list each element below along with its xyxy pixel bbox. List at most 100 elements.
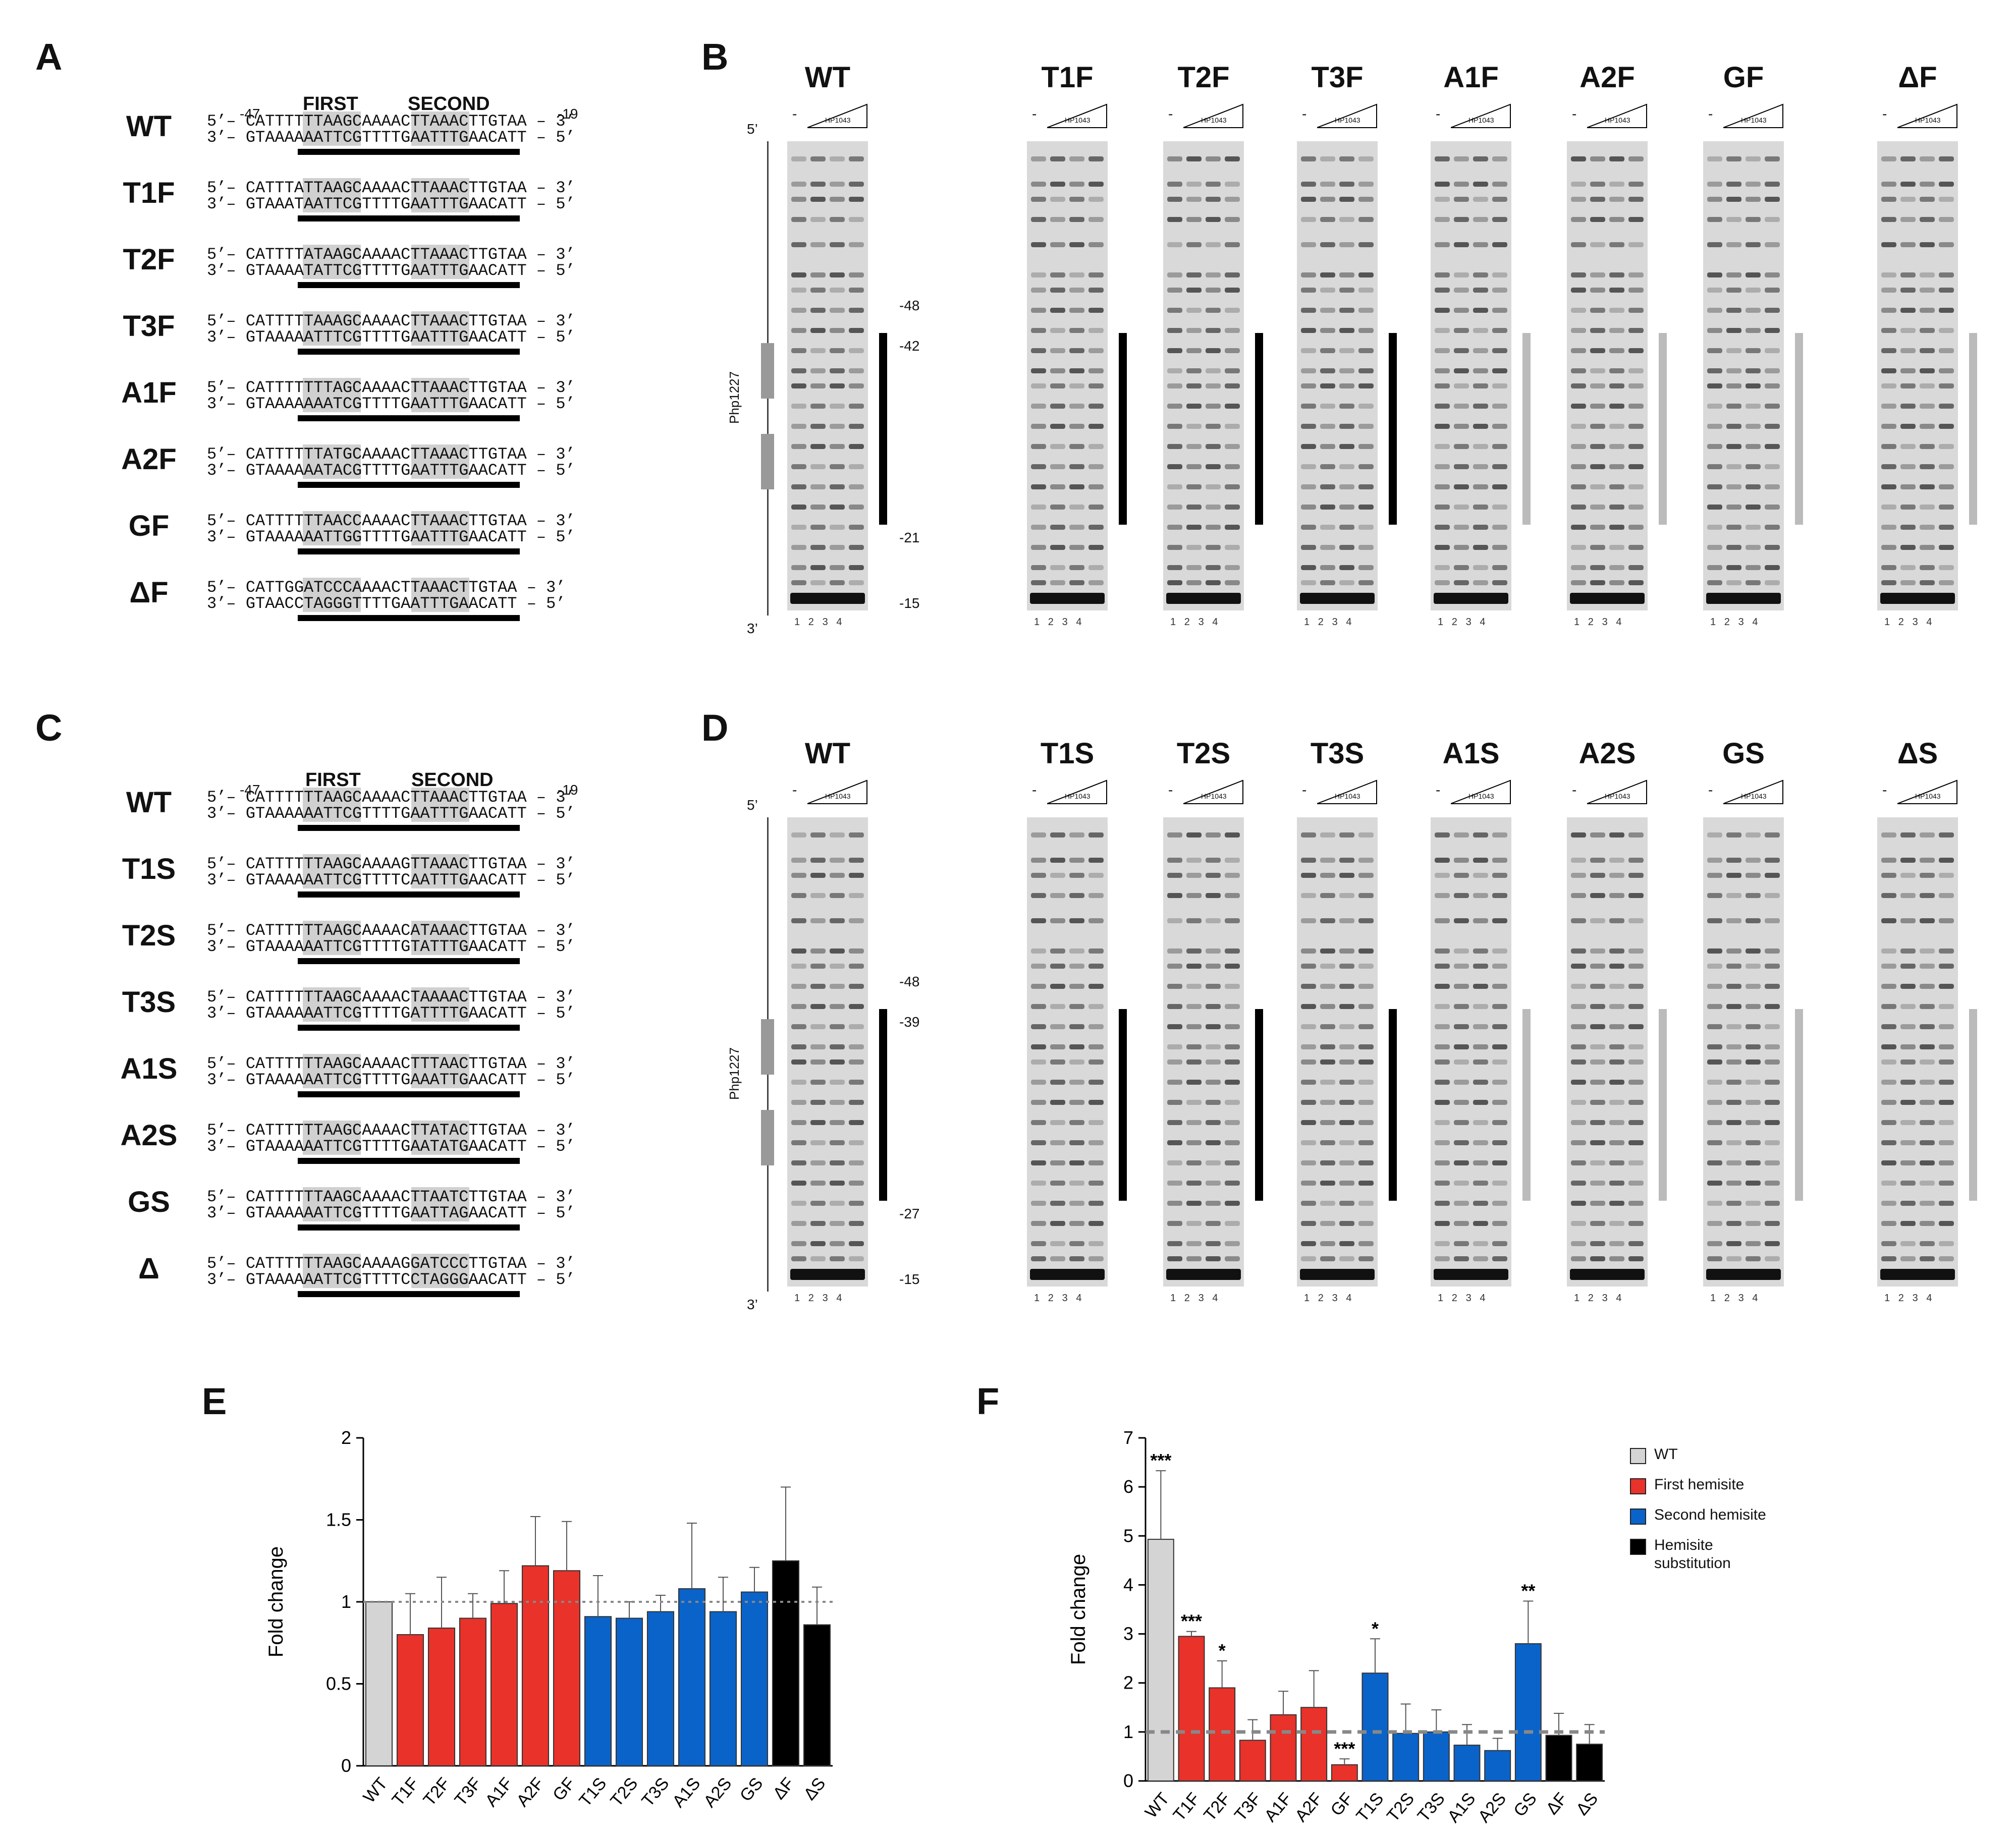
second-hemisite-shade — [411, 378, 469, 412]
gel-band — [1590, 1059, 1605, 1065]
second-hemisite-shade — [411, 111, 469, 146]
gel-band — [1167, 964, 1182, 969]
gel-band — [830, 1241, 845, 1246]
gel-band — [1435, 964, 1450, 969]
gel-band — [1881, 1181, 1896, 1186]
gel-band — [1707, 873, 1722, 878]
gel-band — [849, 197, 864, 202]
gel-band — [1590, 918, 1605, 923]
binding-bar — [298, 1158, 520, 1164]
gel-band — [1881, 242, 1896, 247]
sequence-label: GS — [128, 1186, 170, 1218]
gel-band — [1435, 948, 1450, 954]
gel-band — [1358, 858, 1374, 863]
legend-subst-1: Hemisite — [1654, 1537, 1713, 1553]
gel-band — [1881, 525, 1896, 530]
gel-band — [1206, 1256, 1221, 1261]
gel-band — [1900, 525, 1916, 530]
gel-band — [1707, 242, 1722, 247]
gel-band — [1726, 182, 1741, 187]
gel-band — [1186, 288, 1202, 293]
gel-band — [1358, 1100, 1374, 1105]
gel-band — [1939, 918, 1954, 923]
binding-bar — [298, 548, 520, 554]
gel-band — [1320, 368, 1335, 373]
gel-band — [1088, 1160, 1104, 1165]
gel-band — [1435, 525, 1450, 530]
gel-band — [1765, 404, 1780, 409]
gel-band — [1435, 182, 1450, 187]
gel-band — [849, 918, 864, 923]
gel-band — [1746, 444, 1761, 449]
gel-band — [1050, 242, 1065, 247]
free-probe-band — [1030, 1269, 1105, 1280]
gel-band — [1320, 1201, 1335, 1206]
free-probe-band — [1706, 1269, 1781, 1280]
gel-band — [1473, 1160, 1488, 1165]
gel-band — [1707, 404, 1722, 409]
gel-band — [1609, 217, 1624, 222]
sequence-bottom-strand: 3’– GTAAAAAATTCGTTTTCAATTTGAACATT – 5’ — [207, 871, 575, 889]
bar-GF — [553, 1570, 581, 1766]
gel-band — [1435, 444, 1450, 449]
gel-band — [1571, 404, 1586, 409]
gel-band — [1590, 580, 1605, 585]
gel-band — [810, 580, 826, 585]
gel-band — [1920, 1080, 1935, 1085]
gel-band — [791, 308, 806, 313]
free-probe-band — [1706, 593, 1781, 604]
gel-band — [830, 217, 845, 222]
gel-band — [1339, 984, 1354, 989]
gel-band — [1225, 424, 1240, 429]
gel-band — [1746, 197, 1761, 202]
y-tick-label: 7 — [1123, 1428, 1133, 1448]
gel-band — [1765, 1221, 1780, 1226]
gel-band — [791, 444, 806, 449]
gel-band — [1920, 565, 1935, 570]
free-probe-band — [1880, 1269, 1955, 1280]
gel-band — [791, 484, 806, 489]
gel-band — [1628, 1201, 1644, 1206]
protein-gradient-wedge — [1183, 779, 1243, 804]
gel-band — [1031, 444, 1046, 449]
gel-band — [1881, 873, 1896, 878]
binding-bar — [298, 1091, 520, 1097]
gel-band — [1088, 182, 1104, 187]
gel-band — [1206, 1201, 1221, 1206]
gel-band — [1707, 918, 1722, 923]
gel-band — [1225, 197, 1240, 202]
gel-band — [1069, 525, 1084, 530]
gel-band — [1609, 1004, 1624, 1009]
gel-band — [1939, 1181, 1954, 1186]
gel-band — [1358, 1201, 1374, 1206]
gel-band — [1206, 832, 1221, 837]
sequence-label: T2F — [123, 243, 175, 276]
gel-band — [1358, 242, 1374, 247]
gel-band — [1920, 1004, 1935, 1009]
gel-band — [1031, 1256, 1046, 1261]
gel-band — [791, 1256, 806, 1261]
second-hemisite-shade — [411, 987, 469, 1022]
bar-A2S — [1484, 1750, 1511, 1781]
gel-band — [1900, 948, 1916, 954]
gel-band — [1628, 964, 1644, 969]
gel-band — [1435, 484, 1450, 489]
x-tick-label: GF — [549, 1774, 579, 1805]
gel-band — [1050, 525, 1065, 530]
gel-band — [1609, 368, 1624, 373]
gel-band — [1225, 565, 1240, 570]
gel-band — [1339, 383, 1354, 388]
gel-band — [1339, 424, 1354, 429]
gel-band — [1320, 197, 1335, 202]
gel-band — [1301, 1024, 1316, 1029]
gel-band — [1707, 858, 1722, 863]
protein-label: HP1043 — [1741, 116, 1767, 124]
bar-T2F — [1209, 1687, 1236, 1782]
gel-band — [1939, 1201, 1954, 1206]
gel-band — [1031, 580, 1046, 585]
gel-band — [1707, 893, 1722, 898]
gel-band — [1765, 565, 1780, 570]
x-tick-label: ΔF — [769, 1774, 798, 1803]
second-hemisite-shade — [411, 578, 469, 612]
sequence-bottom-strand: 3’– GTAAAAAATTCGTTTTGAATTTGAACATT – 5’ — [207, 804, 575, 823]
